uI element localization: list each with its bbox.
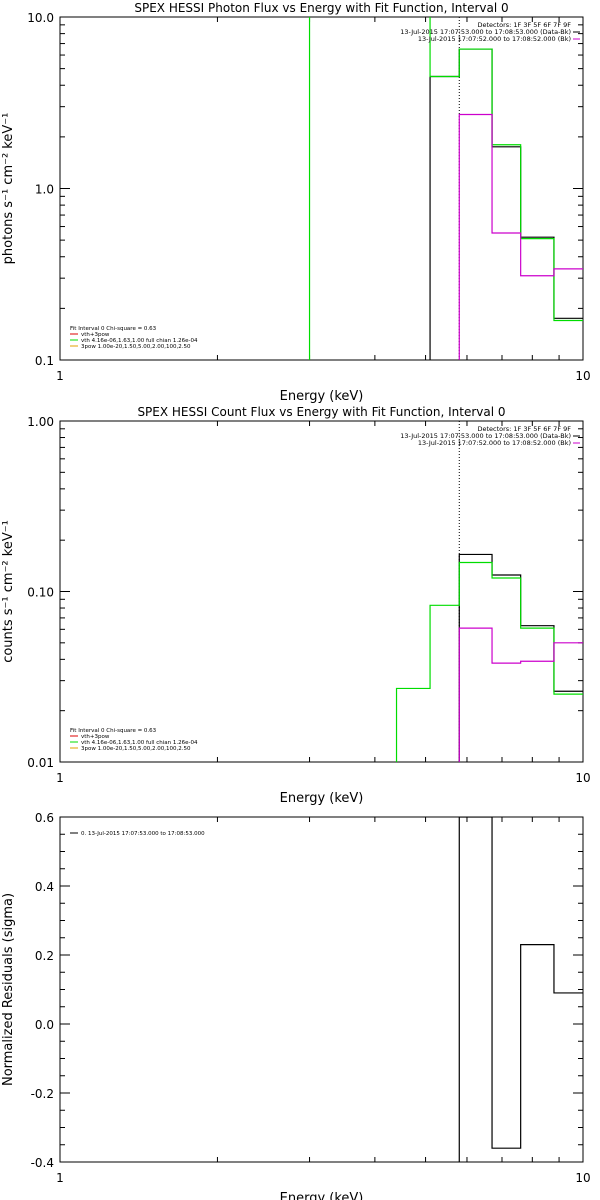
spectrum-series-1: [429, 48, 583, 360]
y-tick-label: 0.0: [35, 1018, 54, 1032]
data-area: [395, 421, 583, 762]
legend: Fit Interval 0 Chi-square = 0.63vth+3pow…: [70, 326, 198, 350]
x-axis-label: Energy (keV): [280, 791, 364, 806]
legend: Fit Interval 0 Chi-square = 0.63vth+3pow…: [70, 728, 198, 752]
info-line-3: 13-Jul-2015 17:07:52.000 to 17:08:52.000…: [418, 35, 571, 43]
legend-label-1: 0. 13-Jul-2015 17:07:53.000 to 17:08:53.…: [81, 831, 205, 837]
plot-frame: [59, 420, 584, 763]
info-line-1: Detectors: 1F 3F 5F 6F 7F 9F: [477, 21, 571, 29]
info-line-3: 13-Jul-2015 17:07:52.000 to 17:08:52.000…: [418, 439, 571, 447]
info-line-1: Detectors: 1F 3F 5F 6F 7F 9F: [477, 425, 571, 433]
spectrum-series-1: [458, 817, 583, 1162]
y-tick-label: 0.01: [27, 756, 54, 770]
legend-label-2: vth 4.16e-06,1.63,1.00 full chian 1.26e-…: [81, 338, 198, 344]
plot-frame: [59, 16, 584, 361]
y-tick-label: 0.6: [35, 811, 54, 825]
y-tick-label: 1.00: [27, 415, 54, 429]
y-tick-label: 10.0: [27, 11, 54, 25]
x-tick-label: 10: [575, 369, 590, 383]
legend-title: Fit Interval 0 Chi-square = 0.63: [70, 326, 157, 332]
legend-label-1: vth+3pow: [81, 332, 110, 338]
x-axis-label: Energy (keV): [280, 1191, 364, 1200]
spectrum-series-1: [458, 553, 583, 762]
x-tick-label: 10: [575, 1171, 590, 1185]
chart-panel-1: SPEX HESSI Photon Flux vs Energy with Fi…: [1, 1, 591, 404]
y-tick-label: -0.4: [31, 1156, 54, 1170]
spectrum-series-2: [395, 561, 583, 762]
legend-title: Fit Interval 0 Chi-square = 0.63: [70, 728, 157, 734]
y-axis-label: counts s⁻¹ cm⁻² keV⁻¹: [1, 520, 16, 663]
x-tick-label: 10: [575, 771, 590, 785]
legend-label-3: 3pow 1.00e-20,1.50,5.00,2.00,100,2.50: [81, 746, 191, 752]
chart-panel-2: SPEX HESSI Count Flux vs Energy with Fit…: [1, 405, 591, 806]
info-line-2: 13-Jul-2015 17:07:53.000 to 17:08:53.000…: [400, 28, 571, 36]
spectrum-series-3: [458, 627, 583, 762]
x-tick-label: 1: [56, 1171, 64, 1185]
y-axis-label: Normalized Residuals (sigma): [1, 893, 16, 1086]
y-tick-label: 0.4: [35, 880, 54, 894]
y-tick-label: 0.10: [27, 586, 54, 600]
legend-label-2: vth 4.16e-06,1.63,1.00 full chian 1.26e-…: [81, 740, 198, 746]
chart-panel-3: 1 10 Energy (keV) -0.4 -0.2 0.0 0.2 0.4 0.6 Norma…: [1, 811, 591, 1200]
legend-label-3: 3pow 1.00e-20,1.50,5.00,2.00,100,2.50: [81, 344, 191, 350]
spectrum-series-2: [308, 17, 583, 360]
y-tick-label: 0.1: [35, 354, 54, 368]
y-tick-label: 1.0: [35, 183, 54, 197]
y-axis-label: photons s⁻¹ cm⁻² keV⁻¹: [1, 113, 16, 265]
x-tick-label: 1: [56, 771, 64, 785]
data-area: [308, 17, 583, 360]
legend: 0. 13-Jul-2015 17:07:53.000 to 17:08:53.…: [70, 831, 205, 837]
plot-frame: [59, 816, 584, 1163]
legend-label-1: vth+3pow: [81, 734, 110, 740]
x-tick-label: 1: [56, 369, 64, 383]
spectrum-series-3: [458, 113, 583, 360]
y-tick-label: 0.2: [35, 949, 54, 963]
data-area: [458, 817, 583, 1162]
y-tick-label: -0.2: [31, 1087, 54, 1101]
chart-title: SPEX HESSI Photon Flux vs Energy with Fi…: [134, 1, 508, 15]
info-line-2: 13-Jul-2015 17:07:53.000 to 17:08:53.000…: [400, 432, 571, 440]
x-axis-label: Energy (keV): [280, 389, 364, 404]
chart-title: SPEX HESSI Count Flux vs Energy with Fit…: [137, 405, 505, 419]
